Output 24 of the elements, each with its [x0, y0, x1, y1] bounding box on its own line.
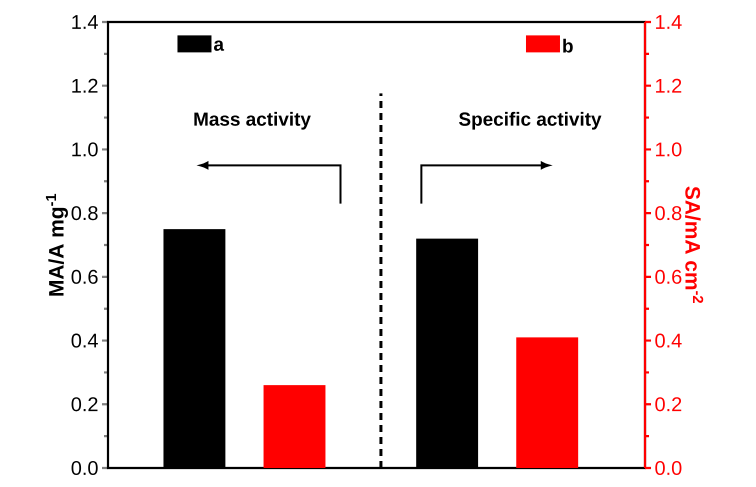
y-tick-label: 0.8	[72, 206, 98, 220]
y-tick-label: 1.0	[72, 142, 98, 156]
y-tick-label: 0.4	[72, 334, 98, 348]
y2-tick-label: 0.6	[655, 270, 682, 284]
y-tick-label: 0.0	[72, 460, 98, 476]
y-tick-label: 1.4	[72, 15, 98, 29]
y2-tick-label: 1.0	[656, 142, 682, 156]
y-tick-label: 0.6	[72, 270, 98, 284]
annotation: Mass activity	[194, 112, 311, 130]
y-tick-label: 1.2	[72, 78, 98, 93]
bar	[264, 385, 326, 468]
legend-label: b	[563, 38, 573, 53]
y2-tick-label: 1.2	[656, 78, 682, 93]
bar	[516, 337, 578, 468]
y2-tick-label: 0.8	[655, 206, 682, 220]
y-tick-label: 0.2	[72, 397, 98, 412]
legend-label: a	[214, 40, 224, 51]
y2-tick-label: 1.4	[656, 15, 682, 29]
y2-tick-label: 0.4	[655, 334, 682, 348]
y-axis-title: MA/A mg$^{-1}$	[46, 194, 68, 296]
y2-tick-label: 0.0	[655, 460, 682, 476]
y2-axis-title: SA/mA cm$^{-2}$	[685, 186, 704, 303]
annotation: Specific activity	[459, 112, 602, 130]
y2-tick-label: 0.2	[655, 397, 682, 412]
